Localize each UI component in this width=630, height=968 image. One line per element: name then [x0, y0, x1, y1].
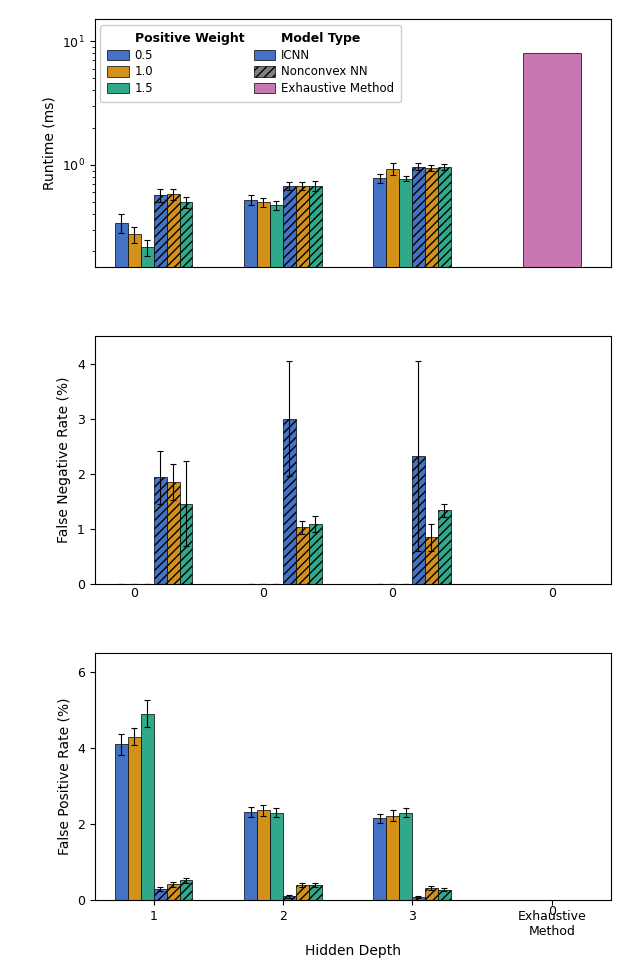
Bar — [438, 510, 450, 584]
Bar — [386, 816, 399, 900]
Bar — [180, 881, 192, 900]
Legend: Positive Weight, 0.5, 1.0, 1.5, Model Type, ICNN, Nonconvex NN, Exhaustive Metho: Positive Weight, 0.5, 1.0, 1.5, Model Ty… — [100, 25, 401, 102]
X-axis label: Hidden Depth: Hidden Depth — [305, 944, 401, 957]
Text: 0: 0 — [260, 587, 268, 600]
Bar — [270, 205, 283, 968]
Bar — [295, 186, 309, 968]
Bar — [412, 166, 425, 968]
Bar — [180, 202, 192, 968]
Bar — [180, 503, 192, 584]
Bar — [166, 195, 180, 968]
Bar — [523, 53, 581, 968]
Bar — [140, 713, 154, 900]
Bar — [412, 456, 425, 584]
Y-axis label: False Positive Rate (%): False Positive Rate (%) — [57, 698, 71, 856]
Bar — [425, 537, 438, 584]
Bar — [257, 202, 270, 968]
Bar — [373, 818, 386, 900]
Bar — [154, 889, 166, 900]
Bar — [295, 885, 309, 900]
Text: 0: 0 — [548, 905, 556, 918]
Bar — [154, 477, 166, 584]
Bar — [309, 186, 321, 968]
Bar — [166, 884, 180, 900]
Bar — [425, 167, 438, 968]
Bar — [386, 168, 399, 968]
Bar — [140, 248, 154, 968]
Bar — [115, 744, 128, 900]
Bar — [257, 810, 270, 900]
Bar — [412, 896, 425, 900]
Bar — [425, 888, 438, 900]
Bar — [373, 178, 386, 968]
Bar — [399, 178, 412, 968]
Bar — [295, 528, 309, 584]
Bar — [115, 223, 128, 968]
Bar — [128, 737, 140, 900]
Bar — [166, 482, 180, 584]
Bar — [128, 234, 140, 968]
Bar — [438, 167, 450, 968]
Bar — [283, 186, 295, 968]
Bar — [154, 196, 166, 968]
Text: 0: 0 — [389, 587, 397, 600]
Y-axis label: Runtime (ms): Runtime (ms) — [42, 96, 56, 190]
Bar — [399, 813, 412, 900]
Bar — [244, 812, 257, 900]
Bar — [244, 200, 257, 968]
Bar — [270, 813, 283, 900]
Bar — [438, 890, 450, 900]
Text: 0: 0 — [130, 587, 139, 600]
Bar — [309, 524, 321, 584]
Bar — [283, 896, 295, 900]
Bar — [283, 418, 295, 584]
Bar — [309, 885, 321, 900]
Text: 0: 0 — [548, 587, 556, 600]
Y-axis label: False Negative Rate (%): False Negative Rate (%) — [57, 377, 71, 543]
